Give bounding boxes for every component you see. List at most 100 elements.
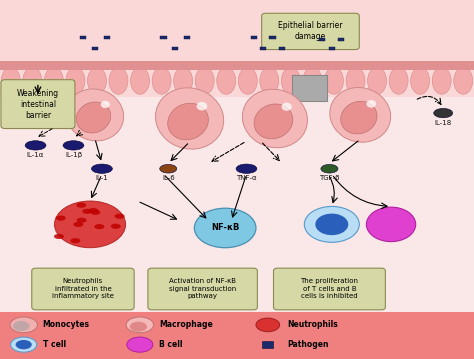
Ellipse shape xyxy=(23,67,42,94)
Text: IL-1β: IL-1β xyxy=(65,152,82,158)
Ellipse shape xyxy=(173,67,192,94)
Bar xyxy=(0,0,474,97)
Text: IL-6: IL-6 xyxy=(162,175,174,181)
Ellipse shape xyxy=(366,100,376,108)
Bar xyxy=(103,36,110,39)
Ellipse shape xyxy=(88,67,107,94)
Ellipse shape xyxy=(63,141,84,150)
Ellipse shape xyxy=(127,337,153,352)
Ellipse shape xyxy=(194,208,256,248)
Bar xyxy=(262,341,273,348)
Ellipse shape xyxy=(54,234,64,239)
Text: NF-κB: NF-κB xyxy=(211,223,239,233)
Text: Activation of NF-κB
signal transduction
pathway: Activation of NF-κB signal transduction … xyxy=(169,279,236,299)
Ellipse shape xyxy=(115,214,125,219)
FancyBboxPatch shape xyxy=(262,13,359,50)
Ellipse shape xyxy=(76,202,86,208)
Bar xyxy=(160,36,166,39)
Ellipse shape xyxy=(410,67,429,94)
Ellipse shape xyxy=(325,67,344,94)
Bar xyxy=(173,47,178,50)
Ellipse shape xyxy=(168,103,209,140)
Bar xyxy=(0,312,474,359)
Bar xyxy=(251,36,257,39)
Ellipse shape xyxy=(109,67,128,94)
Bar xyxy=(184,36,190,39)
Ellipse shape xyxy=(242,89,308,148)
Ellipse shape xyxy=(366,207,416,242)
Ellipse shape xyxy=(11,337,36,352)
Ellipse shape xyxy=(1,67,20,94)
Text: Epithelial barrier
damage: Epithelial barrier damage xyxy=(278,22,343,41)
Ellipse shape xyxy=(195,67,214,94)
Ellipse shape xyxy=(130,67,149,94)
Ellipse shape xyxy=(16,340,32,349)
Ellipse shape xyxy=(303,67,322,94)
Ellipse shape xyxy=(304,206,359,242)
Text: Pathogen: Pathogen xyxy=(287,340,328,349)
Text: B cell: B cell xyxy=(159,340,182,349)
Ellipse shape xyxy=(82,209,92,214)
Text: Neutrophils: Neutrophils xyxy=(287,320,337,330)
Ellipse shape xyxy=(100,101,110,108)
Ellipse shape xyxy=(321,164,338,173)
Ellipse shape xyxy=(160,164,177,173)
Ellipse shape xyxy=(94,224,104,229)
Ellipse shape xyxy=(73,222,83,227)
Ellipse shape xyxy=(254,104,293,139)
Text: The proliferation
of T cells and B
cells is inhibited: The proliferation of T cells and B cells… xyxy=(301,279,358,299)
Text: TNF-α: TNF-α xyxy=(236,175,257,181)
Bar xyxy=(80,36,86,39)
Ellipse shape xyxy=(282,67,301,94)
Bar xyxy=(260,47,266,50)
Ellipse shape xyxy=(130,322,147,332)
FancyBboxPatch shape xyxy=(148,268,257,310)
Ellipse shape xyxy=(56,215,66,221)
Ellipse shape xyxy=(76,102,111,133)
Bar xyxy=(319,38,325,41)
Ellipse shape xyxy=(330,88,391,142)
Ellipse shape xyxy=(217,67,236,94)
Ellipse shape xyxy=(341,101,377,134)
Ellipse shape xyxy=(197,102,207,111)
Ellipse shape xyxy=(66,89,124,141)
Text: IL-1: IL-1 xyxy=(96,175,108,181)
Ellipse shape xyxy=(13,321,29,331)
Ellipse shape xyxy=(91,210,100,215)
Ellipse shape xyxy=(55,201,126,248)
Text: Macrophage: Macrophage xyxy=(159,320,212,330)
Bar xyxy=(338,38,344,41)
Ellipse shape xyxy=(152,67,171,94)
Text: Neutrophils
infiltrated in the
inflammatory site: Neutrophils infiltrated in the inflammat… xyxy=(52,279,114,299)
FancyBboxPatch shape xyxy=(32,268,134,310)
Ellipse shape xyxy=(71,238,81,243)
Ellipse shape xyxy=(66,67,85,94)
Ellipse shape xyxy=(25,141,46,150)
FancyBboxPatch shape xyxy=(273,268,385,310)
Text: Weakening
intestinal
barrier: Weakening intestinal barrier xyxy=(17,89,59,120)
Ellipse shape xyxy=(10,317,37,333)
Ellipse shape xyxy=(434,108,453,118)
Bar xyxy=(269,36,275,39)
FancyBboxPatch shape xyxy=(1,80,75,129)
Ellipse shape xyxy=(88,208,98,213)
Ellipse shape xyxy=(91,164,112,173)
Text: Monocytes: Monocytes xyxy=(43,320,90,330)
Ellipse shape xyxy=(238,67,257,94)
Ellipse shape xyxy=(155,88,224,149)
Ellipse shape xyxy=(256,318,280,332)
Bar xyxy=(292,75,327,101)
Text: IL-18: IL-18 xyxy=(435,120,452,126)
Ellipse shape xyxy=(45,67,64,94)
Text: TGF-β: TGF-β xyxy=(319,175,340,181)
Ellipse shape xyxy=(126,317,154,333)
Ellipse shape xyxy=(389,67,408,94)
Ellipse shape xyxy=(111,224,121,229)
Bar xyxy=(92,47,98,50)
Ellipse shape xyxy=(315,214,348,235)
Ellipse shape xyxy=(454,67,473,94)
Text: IL-1α: IL-1α xyxy=(27,152,44,158)
Ellipse shape xyxy=(367,67,386,94)
Ellipse shape xyxy=(346,67,365,94)
Bar xyxy=(279,47,285,50)
